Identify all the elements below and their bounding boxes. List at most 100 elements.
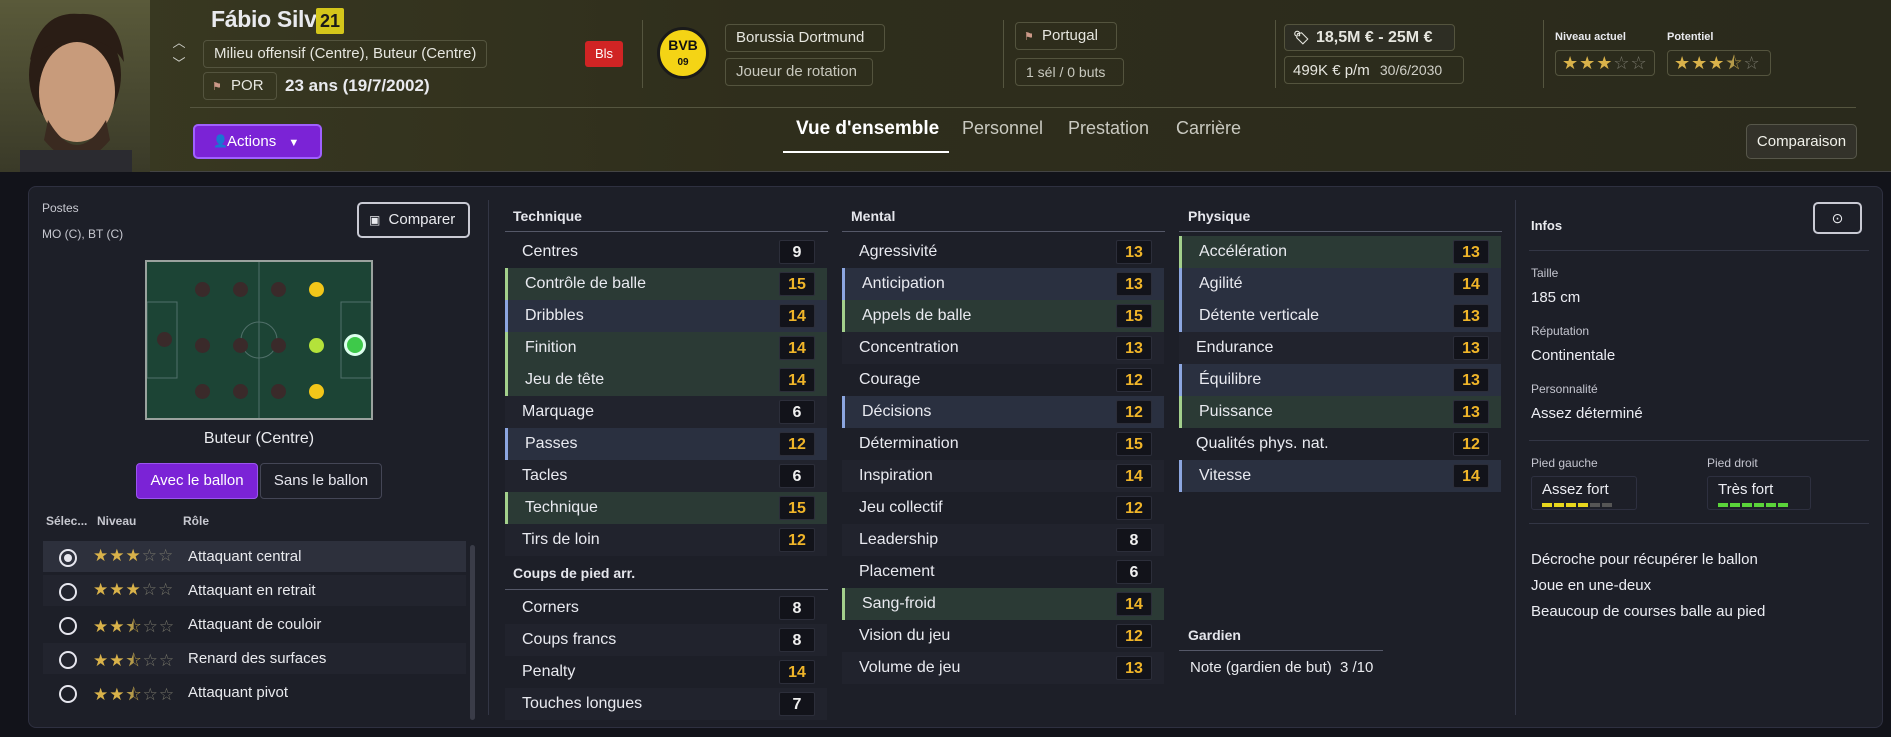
squad-status: Joueur de rotation [725,58,873,86]
attribute-row[interactable]: Penalty 14 [505,656,827,688]
right-foot-label: Pied droit [1707,456,1758,470]
attribute-row[interactable]: Endurance 13 [1179,332,1501,364]
divider [1179,231,1502,232]
attribute-row[interactable]: Jeu de tête 14 [505,364,827,396]
attribute-row[interactable]: Coups francs 8 [505,624,827,656]
tab-personal[interactable]: Personnel [962,118,1044,138]
attribute-row[interactable]: Tirs de loin 12 [505,524,827,556]
attribute-row[interactable]: Centres 9 [505,236,827,268]
attribute-name: Vitesse [1199,467,1252,484]
player-name: Fábio Silva [211,6,330,32]
attribute-row[interactable]: Agilité 14 [1179,268,1501,300]
col-level-header[interactable]: Niveau [97,514,137,528]
role-radio[interactable] [59,651,77,669]
age-badge: 21 [316,8,344,34]
role-radio[interactable] [59,685,77,703]
position-dot[interactable] [309,384,324,399]
attribute-row[interactable]: Qualités phys. nat. 12 [1179,428,1501,460]
attribute-row[interactable]: Concentration 13 [842,332,1164,364]
value-box[interactable]: 🏷 18,5M € - 25M € [1284,24,1455,51]
tab-career[interactable]: Carrière [1176,118,1242,138]
club-logo-text: BVB [668,37,698,53]
attribute-row[interactable]: Accélération 13 [1179,236,1501,268]
attribute-row[interactable]: Courage 12 [842,364,1164,396]
attribute-row[interactable]: Détente verticale 13 [1179,300,1501,332]
flag-icon: ⚑ [1024,31,1034,43]
attribute-row[interactable]: Anticipation 13 [842,268,1164,300]
next-player-icon[interactable]: ﹀ [172,56,186,71]
col-select-header[interactable]: Sélec... [46,514,88,528]
position-dot[interactable] [233,384,248,399]
role-row[interactable]: ★★★☆☆ Attaquant central [43,541,466,572]
compare-positions-button[interactable]: ▣ Comparer [357,202,470,238]
position-dot[interactable] [309,282,324,297]
attribute-row[interactable]: Contrôle de balle 15 [505,268,827,300]
attribute-row[interactable]: Décisions 12 [842,396,1164,428]
role-row[interactable]: ★★⯪☆☆ Attaquant de couloir [43,609,466,640]
attribute-value: 15 [779,272,815,296]
attribute-row[interactable]: Puissance 13 [1179,396,1501,428]
player-photo [0,0,150,172]
club-logo-year: 09 [677,57,689,68]
attribute-name: Corners [522,599,579,616]
roles-scrollbar[interactable] [470,545,475,720]
tab-overview[interactable]: Vue d'ensemble [796,118,940,139]
player-positions: Milieu offensif (Centre), Buteur (Centre… [203,40,488,68]
tab-performance[interactable]: Prestation [1068,118,1150,138]
attribute-row[interactable]: Jeu collectif 12 [842,492,1164,524]
role-name: Renard des surfaces [188,650,327,667]
attribute-row[interactable]: Finition 14 [505,332,827,364]
position-dot[interactable] [195,338,210,353]
with-ball-toggle[interactable]: Avec le ballon [136,463,258,499]
attribute-row[interactable]: Équilibre 13 [1179,364,1501,396]
without-ball-toggle[interactable]: Sans le ballon [260,463,382,499]
attribute-row[interactable]: Détermination 15 [842,428,1164,460]
nation-box[interactable]: ⚑ Portugal [1015,22,1117,50]
attribute-row[interactable]: Dribbles 14 [505,300,827,332]
attribute-name: Qualités phys. nat. [1196,435,1329,452]
role-radio[interactable] [59,583,77,601]
attribute-row[interactable]: Corners 8 [505,592,827,624]
role-row[interactable]: ★★⯪☆☆ Attaquant pivot [43,677,466,708]
position-dot[interactable] [233,338,248,353]
attribute-row[interactable]: Touches longues 7 [505,688,827,720]
trait-item: Beaucoup de courses balle au pied [1531,603,1766,620]
position-dot[interactable] [195,384,210,399]
position-dot[interactable] [271,338,286,353]
attribute-row[interactable]: Agressivité 13 [842,236,1164,268]
attribute-row[interactable]: Leadership 8 [842,524,1164,556]
role-radio[interactable] [59,617,77,635]
previous-player-icon[interactable]: ︿ [172,35,186,50]
attribute-row[interactable]: Inspiration 14 [842,460,1164,492]
pitch-diagram [145,260,373,420]
position-dot[interactable] [271,282,286,297]
attribute-row[interactable]: Passes 12 [505,428,827,460]
role-row[interactable]: ★★⯪☆☆ Renard des surfaces [43,643,466,674]
comparison-button[interactable]: Comparaison [1746,124,1857,159]
club-logo[interactable]: BVB 09 [657,27,709,79]
position-dot[interactable] [309,338,324,353]
role-radio[interactable] [59,549,77,567]
attribute-row[interactable]: Volume de jeu 13 [842,652,1164,684]
position-dot[interactable] [195,282,210,297]
attribute-row[interactable]: Marquage 6 [505,396,827,428]
positions-title: Postes [42,201,79,215]
attribute-row[interactable]: Tacles 6 [505,460,827,492]
actions-button[interactable]: 👤 Actions ▼ [193,124,322,159]
attribute-row[interactable]: Appels de balle 15 [842,300,1164,332]
position-dot[interactable] [271,384,286,399]
attribute-row[interactable]: Technique 15 [505,492,827,524]
attribute-row[interactable]: Vitesse 14 [1179,460,1501,492]
club-name[interactable]: Borussia Dortmund [725,24,885,52]
selected-position-dot[interactable] [344,334,366,356]
profile-icon[interactable]: ⊙ [1813,202,1862,234]
attribute-row[interactable]: Placement 6 [842,556,1164,588]
col-role-header[interactable]: Rôle [183,514,210,528]
position-dot[interactable] [157,332,172,347]
injury-badge[interactable]: Bls [585,41,623,67]
attribute-value: 6 [779,400,815,424]
attribute-row[interactable]: Vision du jeu 12 [842,620,1164,652]
position-dot[interactable] [233,282,248,297]
role-row[interactable]: ★★★☆☆ Attaquant en retrait [43,575,466,606]
attribute-row[interactable]: Sang-froid 14 [842,588,1164,620]
